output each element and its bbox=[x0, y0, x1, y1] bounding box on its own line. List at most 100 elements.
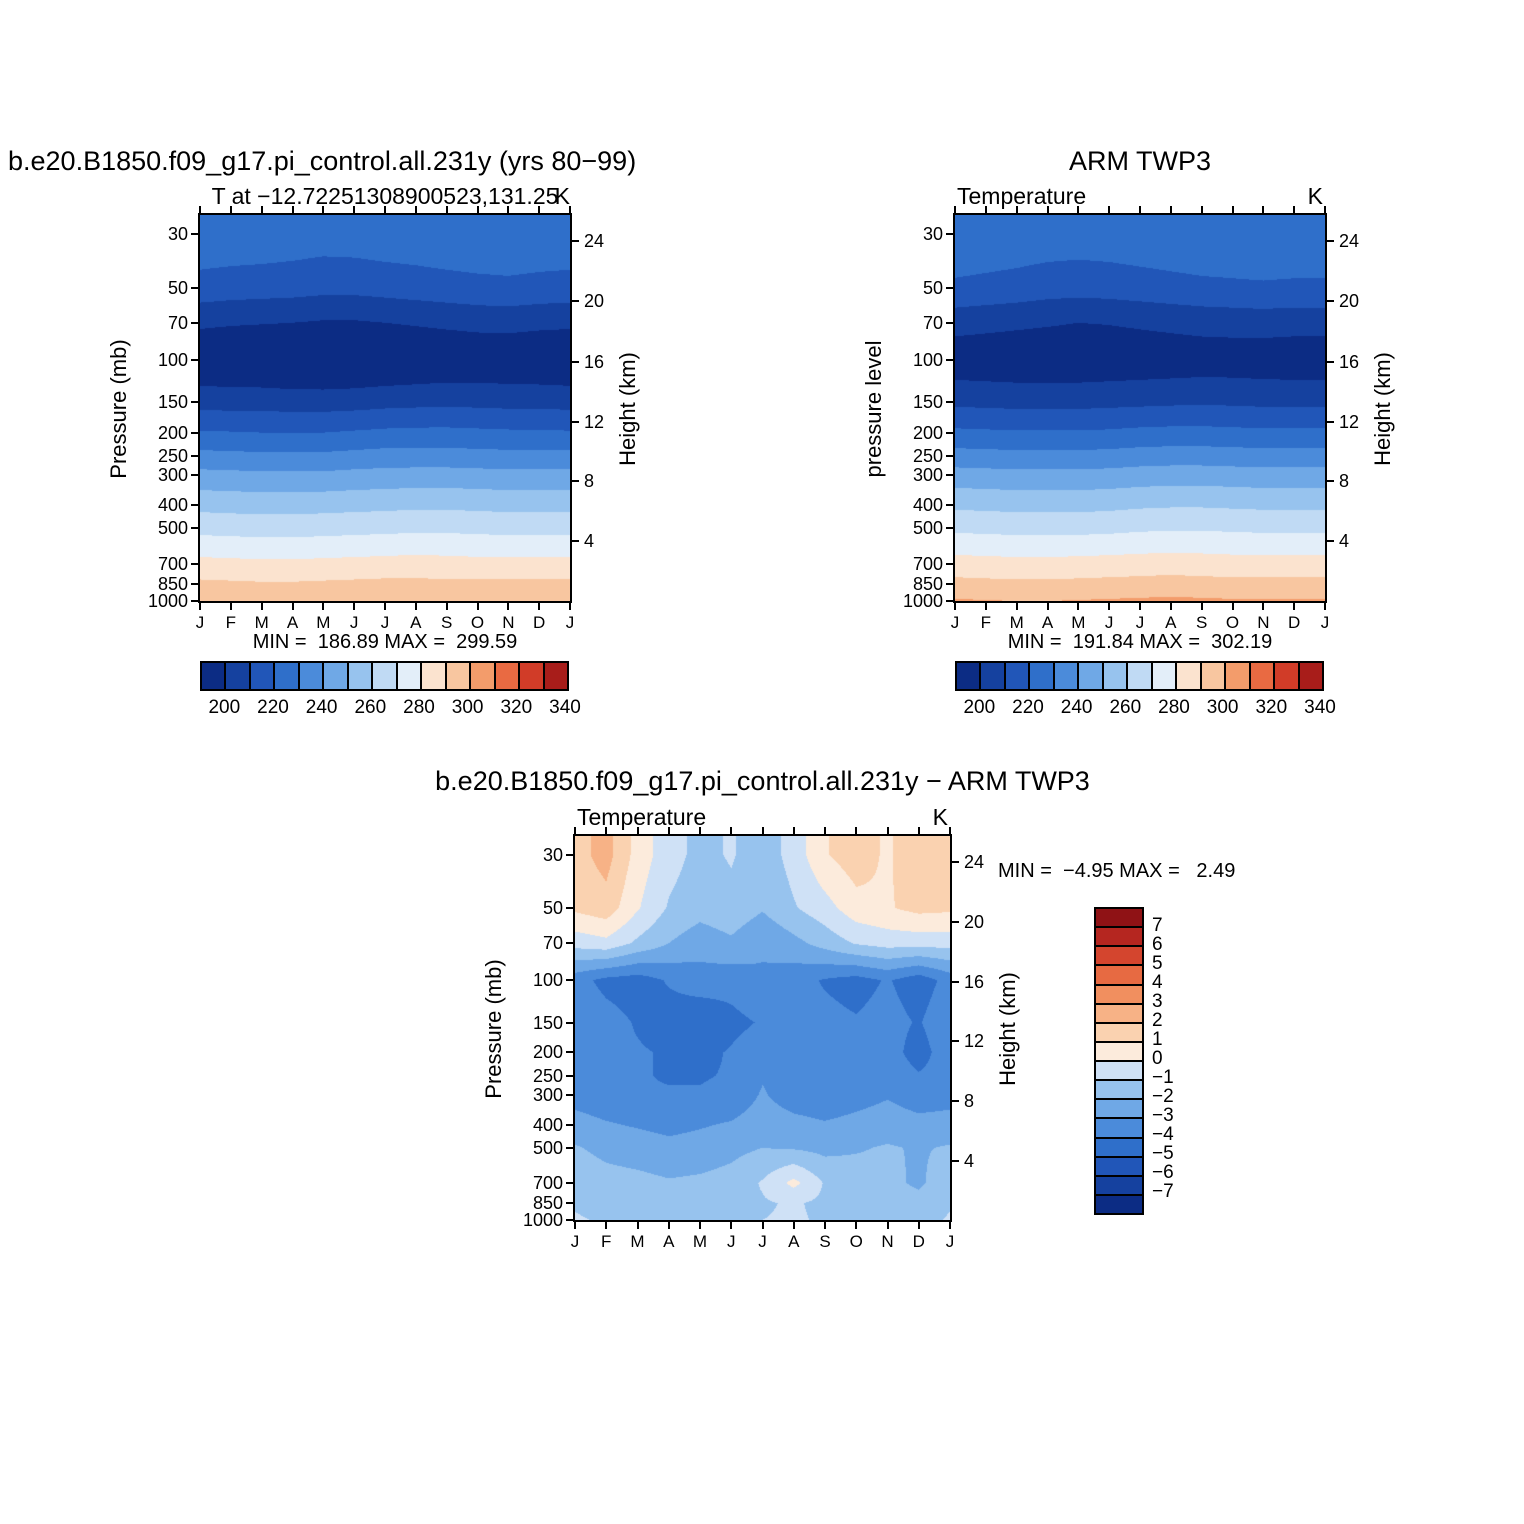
height-tick bbox=[1325, 361, 1334, 364]
pressure-label: 200 bbox=[532, 1042, 563, 1063]
month-tick-bottom bbox=[605, 1220, 608, 1229]
height-label: 20 bbox=[584, 291, 605, 312]
height-tick bbox=[950, 920, 959, 923]
pressure-tick bbox=[566, 1093, 575, 1096]
pressure-label: 500 bbox=[532, 1137, 563, 1158]
colorbar-tick-label: −7 bbox=[1152, 1181, 1174, 1202]
height-tick bbox=[1325, 420, 1334, 423]
height-label: 12 bbox=[584, 411, 605, 432]
pressure-label: 850 bbox=[157, 573, 188, 594]
colorbar-tick-label: 340 bbox=[1304, 697, 1336, 718]
month-tick-bottom bbox=[1108, 601, 1111, 610]
diff-colorbar bbox=[1094, 907, 1144, 1215]
month-tick-top bbox=[414, 206, 417, 215]
obs-minmax-text: MIN = 191.84 MAX = 302.19 bbox=[1007, 631, 1273, 653]
pressure-tick bbox=[191, 454, 200, 457]
colorbar-cell bbox=[1096, 1138, 1142, 1158]
colorbar-tick-label: 280 bbox=[403, 697, 435, 718]
month-label: N bbox=[502, 613, 515, 632]
colorbar-tick-label: 0 bbox=[1152, 1048, 1163, 1069]
pressure-label: 700 bbox=[912, 553, 943, 574]
colorbar-tick-label: 2 bbox=[1152, 1010, 1163, 1031]
colorbar-cell bbox=[1096, 1004, 1142, 1024]
colorbar-cell bbox=[1096, 1100, 1142, 1120]
pressure-label: 850 bbox=[912, 573, 943, 594]
month-label: J bbox=[1320, 613, 1330, 632]
colorbar-cell bbox=[1079, 663, 1104, 689]
month-label: J bbox=[349, 613, 359, 632]
colorbar-cell bbox=[1096, 1023, 1142, 1043]
month-tick-bottom bbox=[667, 1220, 670, 1229]
obs-units-label: K bbox=[1307, 183, 1323, 209]
pressure-label: 30 bbox=[542, 844, 563, 865]
pressure-tick bbox=[191, 474, 200, 477]
height-tick bbox=[570, 420, 579, 423]
height-label: 24 bbox=[1339, 230, 1360, 251]
height-label: 8 bbox=[964, 1091, 975, 1112]
colorbar-tick-label: 300 bbox=[1206, 697, 1239, 718]
pressure-label: 1000 bbox=[147, 591, 188, 611]
colorbar-cell bbox=[1299, 663, 1323, 689]
colorbar-tick-label: 240 bbox=[305, 697, 338, 718]
colorbar-cell bbox=[471, 663, 496, 689]
month-label: J bbox=[565, 613, 575, 632]
height-label: 12 bbox=[964, 1031, 985, 1052]
model-title: b.e20.B1850.f09_g17.pi_control.all.231y … bbox=[8, 146, 637, 176]
colorbar-cell bbox=[544, 663, 568, 689]
obs-subtitle: Temperature bbox=[957, 183, 1087, 209]
pressure-tick bbox=[946, 233, 955, 236]
obs-plot-frame bbox=[953, 213, 1327, 603]
colorbar-cell bbox=[1096, 966, 1142, 986]
pressure-label: 400 bbox=[912, 495, 943, 516]
height-tick bbox=[570, 239, 579, 242]
height-label: 8 bbox=[584, 471, 595, 492]
pressure-label: 300 bbox=[157, 465, 188, 486]
model-colorbar bbox=[200, 661, 569, 691]
height-tick bbox=[1325, 480, 1334, 483]
pressure-tick bbox=[946, 474, 955, 477]
pressure-label: 70 bbox=[542, 933, 563, 954]
model-pressure-axis-label: Pressure (mb) bbox=[106, 339, 131, 479]
colorbar-tick-label: 1 bbox=[1152, 1029, 1163, 1050]
pressure-tick bbox=[191, 233, 200, 236]
diff-plot-frame bbox=[573, 834, 952, 1222]
colorbar-cell bbox=[324, 663, 349, 689]
month-tick-bottom bbox=[569, 601, 571, 610]
model-contour-canvas bbox=[200, 215, 570, 601]
colorbar-cell bbox=[299, 663, 325, 689]
month-label: D bbox=[1288, 613, 1301, 632]
colorbar-cell bbox=[1250, 663, 1276, 689]
month-tick-top bbox=[199, 206, 201, 215]
month-tick-bottom bbox=[699, 1220, 701, 1229]
month-label: A bbox=[1041, 613, 1054, 632]
obs-pressure-axis-label: pressure level bbox=[861, 340, 886, 478]
month-tick-top bbox=[1169, 206, 1172, 215]
month-tick-top bbox=[1077, 206, 1080, 215]
month-label: S bbox=[1195, 613, 1208, 632]
pressure-tick bbox=[566, 1051, 575, 1054]
pressure-label: 100 bbox=[912, 350, 943, 371]
pressure-label: 700 bbox=[157, 553, 188, 574]
colorbar-tick-label: −3 bbox=[1152, 1105, 1174, 1126]
colorbar-tick-label: 200 bbox=[963, 697, 996, 718]
month-tick-bottom bbox=[917, 1220, 920, 1229]
month-tick-top bbox=[353, 206, 356, 215]
pressure-tick bbox=[566, 942, 575, 945]
obs-colorbar bbox=[955, 661, 1324, 691]
height-label: 4 bbox=[584, 531, 595, 552]
colorbar-cell bbox=[1096, 1176, 1142, 1196]
month-tick-top bbox=[476, 206, 479, 215]
colorbar-tick-label: 300 bbox=[451, 697, 484, 718]
month-tick-top bbox=[1139, 206, 1141, 215]
diff-subtitle: Temperature bbox=[577, 804, 707, 830]
height-label: 24 bbox=[964, 851, 985, 872]
month-tick-top bbox=[954, 206, 956, 215]
month-label: M bbox=[1009, 613, 1024, 632]
colorbar-tick-label: 3 bbox=[1152, 991, 1163, 1012]
month-label: F bbox=[601, 1232, 612, 1251]
colorbar-cell bbox=[495, 663, 521, 689]
month-label: J bbox=[1135, 613, 1145, 632]
month-label: J bbox=[195, 613, 205, 632]
month-tick-bottom bbox=[445, 601, 448, 610]
month-label: J bbox=[727, 1232, 736, 1251]
